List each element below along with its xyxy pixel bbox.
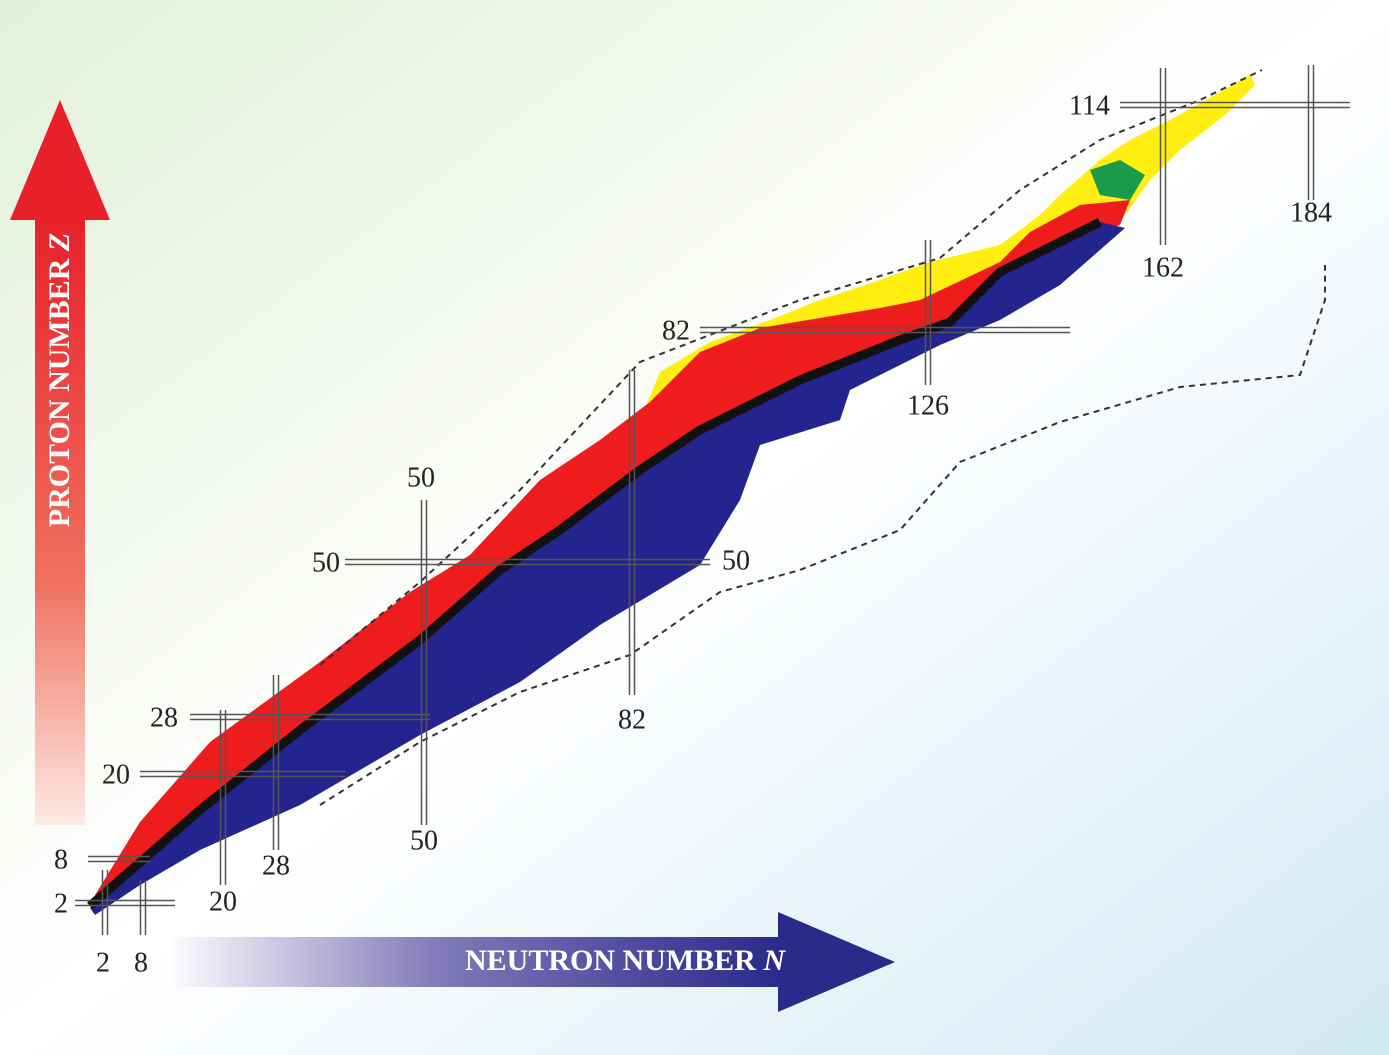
neutron-magic-label: 20	[209, 886, 237, 917]
neutron-magic-label: 50	[410, 825, 438, 856]
drip-line-proton	[319, 69, 1263, 666]
neutron-magic-label: 50	[407, 462, 435, 493]
proton-magic-label: 50	[312, 547, 340, 578]
arrow-head	[778, 912, 895, 1012]
arrow-head	[10, 100, 110, 220]
neutron-magic-label: 184	[1290, 197, 1332, 228]
magic-lines	[75, 65, 1350, 935]
proton-magic-label: 114	[1069, 90, 1110, 121]
proton-arrow: PROTON NUMBER Z	[10, 100, 110, 825]
neutron-magic-label: 126	[907, 390, 949, 421]
proton-magic-label: 82	[662, 315, 690, 346]
proton-magic-label: 28	[150, 702, 178, 733]
neutron-magic-label: 82	[618, 704, 646, 735]
arrow-shaft	[35, 215, 85, 825]
stability-line	[87, 217, 1103, 910]
proton-magic-label: 50	[722, 545, 750, 576]
neutron-arrow: NEUTRON NUMBER N	[165, 912, 895, 1012]
proton-magic-label: 2	[54, 888, 68, 919]
proton-magic-label: 20	[102, 759, 130, 790]
x-label-text: NEUTRON NUMBER	[465, 944, 756, 977]
y-symbol: Z	[43, 233, 76, 252]
y-label-text: PROTON NUMBER	[43, 258, 76, 527]
green-region	[1090, 160, 1145, 200]
arrow-shaft	[165, 937, 780, 987]
blue-band	[90, 222, 1125, 915]
nuclide-bands	[87, 69, 1326, 915]
proton-magic-label: 8	[54, 844, 68, 875]
x-axis-label: NEUTRON NUMBER N	[465, 944, 786, 977]
y-axis-label: PROTON NUMBER Z	[43, 233, 76, 527]
neutron-magic-label: 2	[96, 947, 110, 978]
neutron-magic-label: 8	[134, 947, 148, 978]
neutron-magic-label: 162	[1142, 252, 1184, 283]
x-symbol: N	[762, 944, 786, 977]
drip-line-neutron	[319, 265, 1326, 806]
neutron-magic-label: 28	[262, 850, 290, 881]
